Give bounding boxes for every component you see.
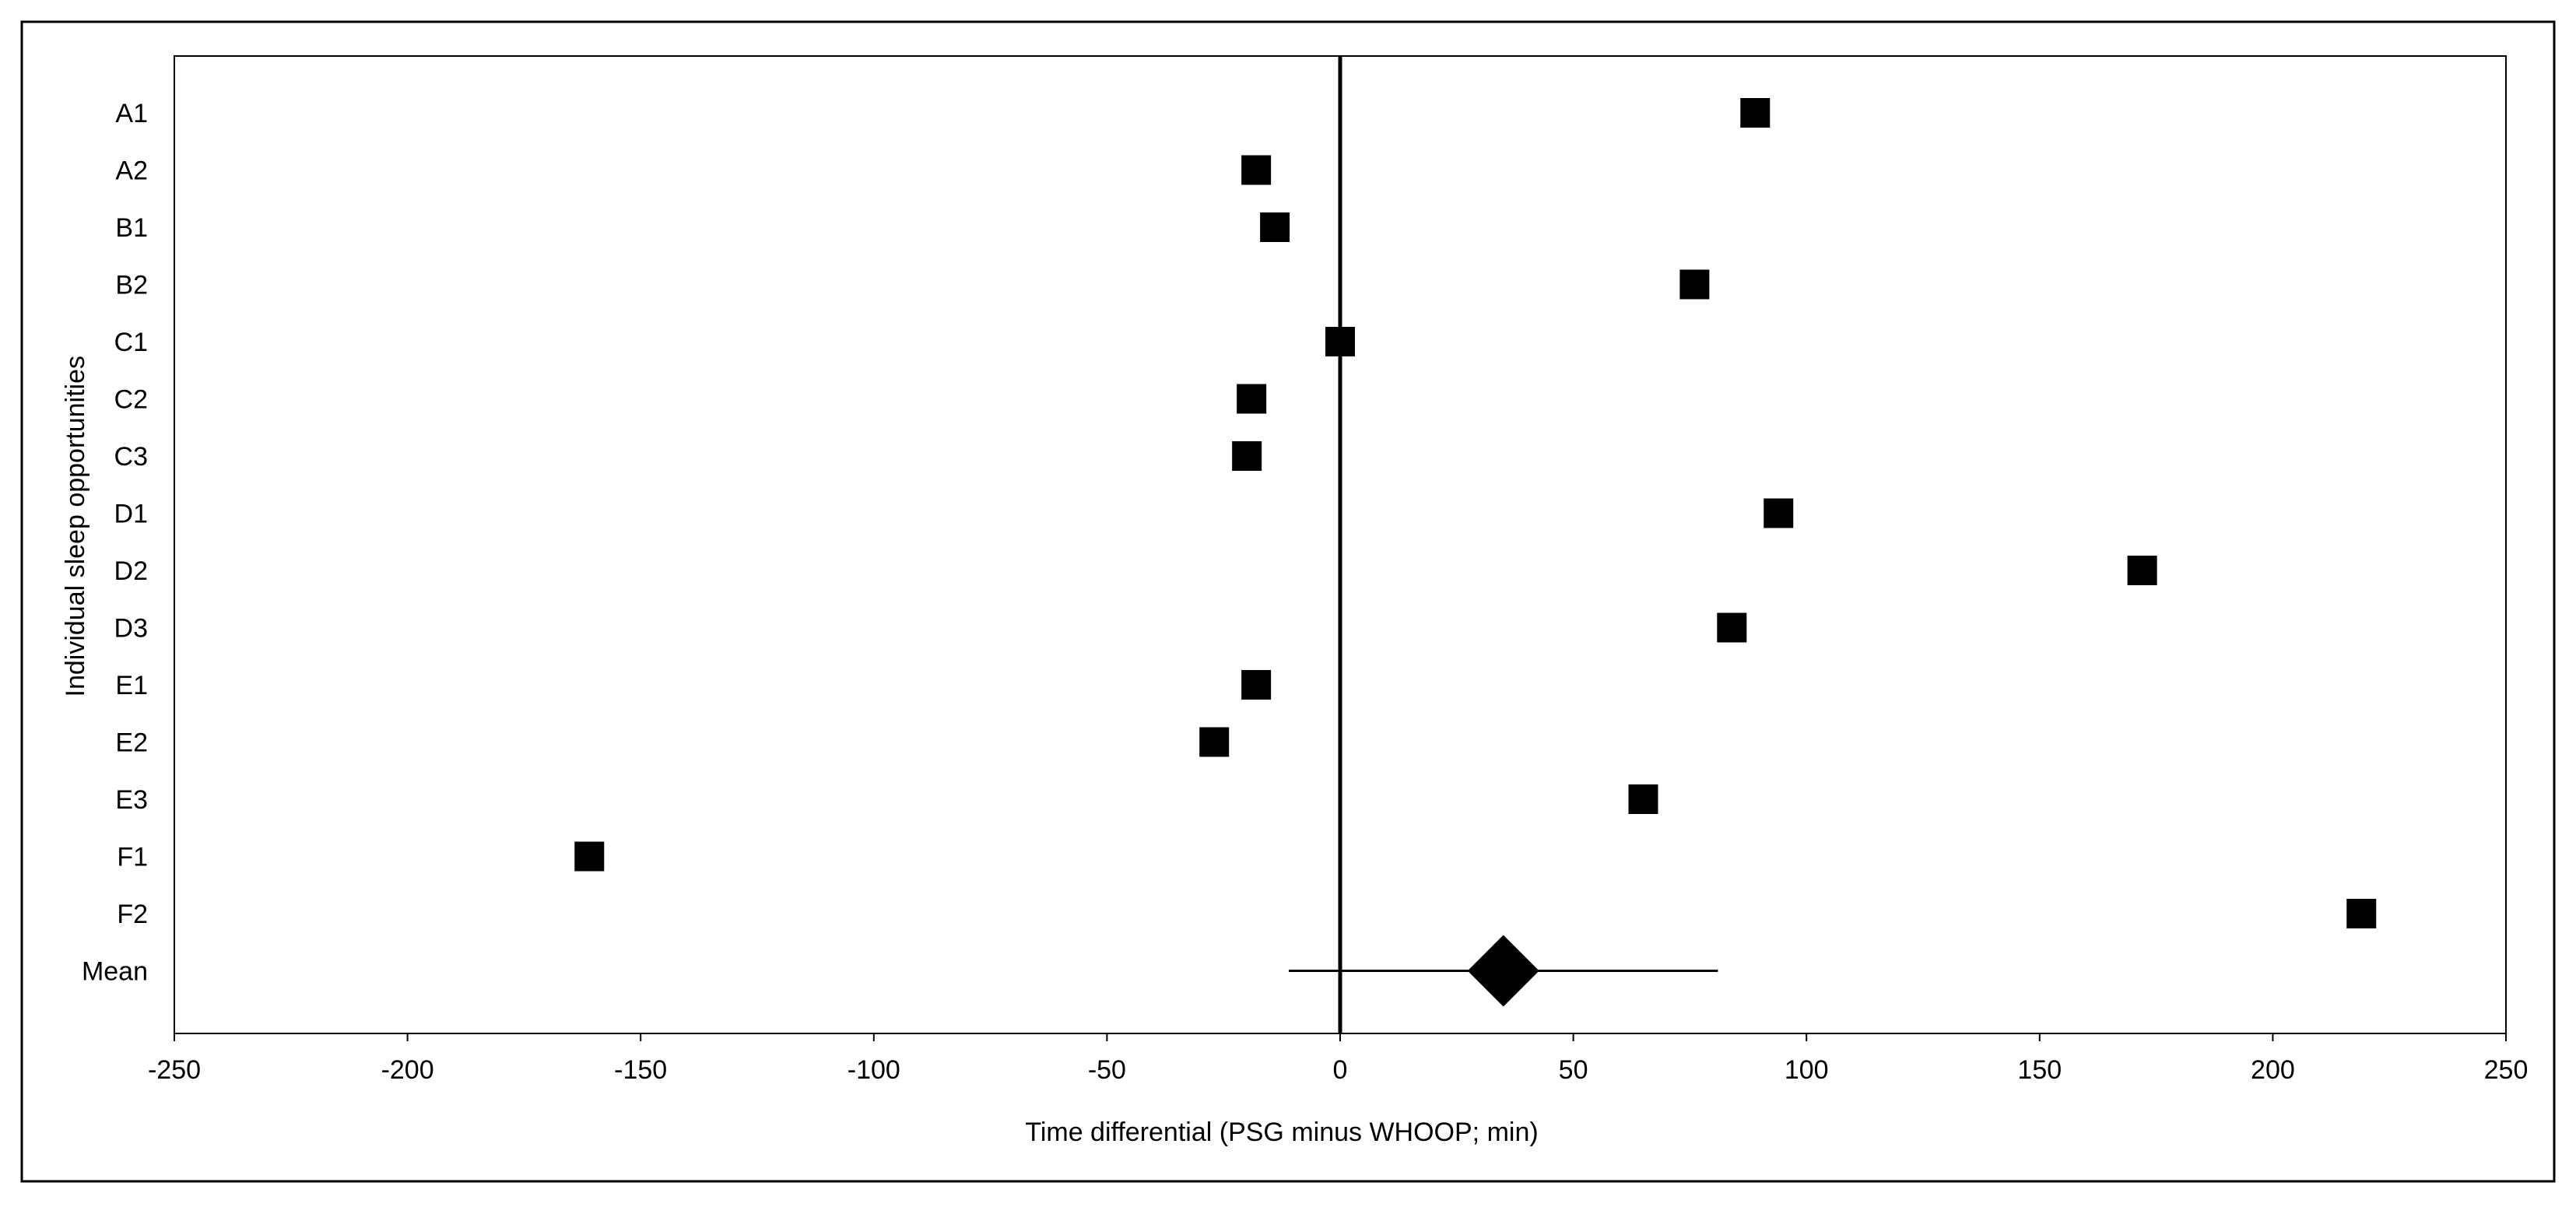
- point-D2: [2127, 556, 2157, 585]
- category-labels: A1 A2 B1 B2 C1 C2 C3 D1 D2 D3 E1 E2 E3 F1 F2 Mean: [82, 99, 148, 987]
- point-A1: [1740, 98, 1771, 128]
- figure-border: [20, 20, 2556, 1183]
- point-E3: [1628, 784, 1658, 814]
- y-axis-title: Individual sleep opportunities: [61, 356, 90, 697]
- mean-summary: [1289, 935, 1718, 1007]
- x-tick-label: -50: [1088, 1055, 1126, 1085]
- mean-diamond: [1467, 935, 1539, 1007]
- category-label: D3: [114, 614, 148, 644]
- point-E2: [1199, 727, 1230, 757]
- point-F2: [2346, 899, 2377, 928]
- x-tick-label: 50: [1559, 1055, 1588, 1085]
- point-D3: [1717, 612, 1747, 643]
- x-axis-title: Time differential (PSG minus WHOOP; min): [1025, 1118, 1538, 1147]
- category-label: C2: [114, 385, 148, 415]
- point-E1: [1241, 670, 1272, 700]
- point-C1: [1325, 327, 1355, 356]
- point-A2: [1241, 155, 1272, 185]
- x-tick-label: -200: [381, 1055, 434, 1085]
- x-tick-label: 200: [2251, 1055, 2295, 1085]
- category-label: E1: [115, 671, 148, 700]
- x-tick-label: 100: [1785, 1055, 1829, 1085]
- point-B2: [1679, 269, 1710, 300]
- category-label: D2: [114, 556, 148, 586]
- x-tick-label: 250: [2484, 1055, 2529, 1085]
- x-tick-label: 0: [1333, 1055, 1348, 1085]
- category-label: D1: [114, 500, 148, 529]
- category-label: E3: [115, 785, 148, 815]
- x-tick-label: -250: [148, 1055, 201, 1085]
- point-C2: [1237, 384, 1267, 414]
- data-points: [574, 98, 2377, 928]
- x-tick-label: -100: [848, 1055, 900, 1085]
- category-label: A1: [115, 99, 148, 128]
- category-label: B2: [115, 271, 148, 300]
- category-label: Mean: [82, 957, 148, 987]
- point-B1: [1260, 212, 1290, 242]
- point-D1: [1764, 498, 1794, 528]
- category-label: F2: [117, 900, 148, 929]
- category-label: F1: [117, 843, 148, 872]
- x-axis: -250 -200 -150 -100 -50 0 50 100 150 200 250: [148, 1033, 2528, 1085]
- x-tick-label: 150: [2017, 1055, 2062, 1085]
- category-label: B1: [115, 213, 148, 243]
- category-label: A2: [115, 156, 148, 186]
- category-label: C3: [114, 442, 148, 472]
- x-tick-label: -150: [614, 1055, 667, 1085]
- category-label: E2: [115, 728, 148, 758]
- point-C3: [1232, 441, 1262, 471]
- point-F1: [574, 841, 605, 872]
- category-label: C1: [114, 328, 148, 357]
